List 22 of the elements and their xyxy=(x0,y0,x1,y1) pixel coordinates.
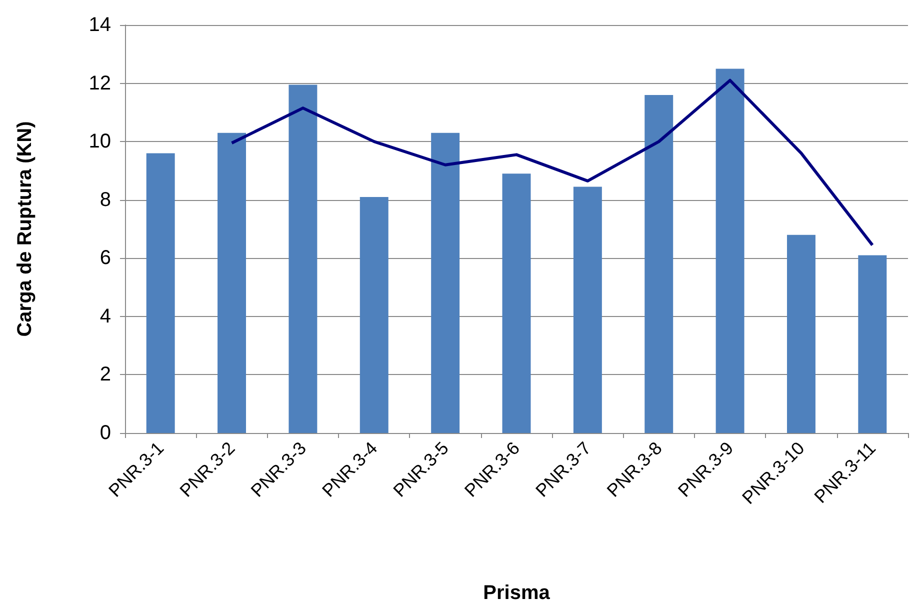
bar xyxy=(644,94,674,433)
y-tick-label: 8 xyxy=(100,188,111,211)
y-tick-label: 6 xyxy=(100,247,111,270)
bar xyxy=(360,196,388,433)
bar xyxy=(716,68,744,433)
y-tick-label: 2 xyxy=(100,364,111,386)
bar xyxy=(431,132,460,433)
y-tick-label: 12 xyxy=(88,72,111,94)
y-tick-label: 10 xyxy=(88,130,111,153)
y-tick-label: 0 xyxy=(100,422,111,444)
y-tick-label: 14 xyxy=(88,14,111,36)
bar xyxy=(502,174,531,433)
x-axis-title: Prisma xyxy=(483,582,551,604)
y-tick-label: 4 xyxy=(100,305,111,328)
bar xyxy=(858,255,887,433)
bar xyxy=(573,186,602,433)
y-axis-title: Carga de Ruptura (KN) xyxy=(14,121,36,337)
bar xyxy=(786,234,816,433)
bar xyxy=(288,84,318,433)
line-series xyxy=(230,78,874,247)
bar xyxy=(218,132,246,433)
bar xyxy=(146,153,175,433)
